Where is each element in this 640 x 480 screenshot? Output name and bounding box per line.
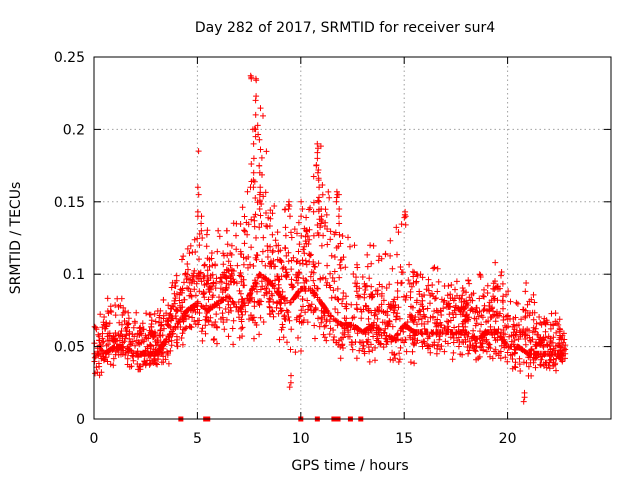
y-tick-label: 0.25: [54, 50, 85, 66]
plot-frame: [93, 56, 612, 420]
x-axis-label: GPS time / hours: [291, 458, 408, 474]
x-tick-label: 20: [499, 431, 517, 447]
x-tick-label: 0: [90, 431, 99, 447]
chart-title: Day 282 of 2017, SRMTID for receiver sur…: [195, 20, 495, 36]
axis-ticks: 0 0.05 0.1 0.15 0.2 0.25 0 5 10 15 20: [54, 50, 611, 447]
data-points: [91, 72, 569, 422]
y-axis-label: SRMTID / TECUs: [8, 182, 24, 295]
y-tick-label: 0.1: [63, 267, 85, 283]
y-tick-label: 0: [76, 412, 85, 428]
x-tick-label: 10: [292, 431, 310, 447]
y-tick-label: 0.05: [54, 340, 85, 356]
scatter-markers: [91, 72, 569, 405]
y-tick-label: 0.15: [54, 195, 85, 211]
x-tick-label: 5: [193, 431, 202, 447]
y-tick-label: 0.2: [63, 122, 85, 138]
x-tick-label: 15: [395, 431, 413, 447]
